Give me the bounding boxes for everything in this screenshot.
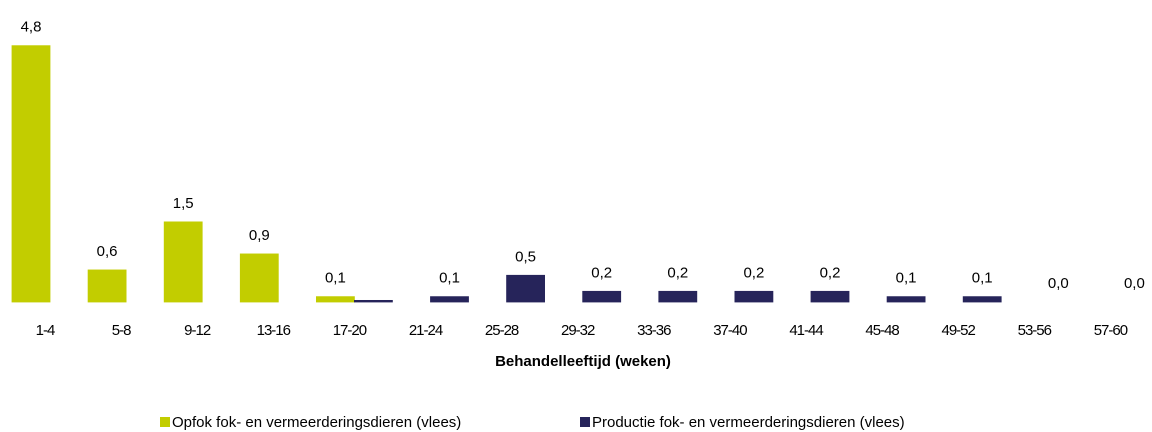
data-label: 0,1	[972, 270, 993, 287]
x-tick-label: 37-40	[713, 322, 747, 339]
data-label: 0,1	[439, 270, 460, 287]
bar	[506, 274, 546, 303]
bar	[430, 296, 469, 303]
x-tick-label: 25-28	[485, 322, 519, 339]
legend-swatch	[160, 417, 170, 427]
bar	[962, 296, 1002, 303]
data-label: 1,5	[173, 195, 194, 212]
data-label: 0,2	[820, 264, 841, 281]
x-tick-label: 21-24	[409, 322, 443, 339]
x-tick-label: 5-8	[112, 322, 131, 339]
x-tick-label: 49-52	[942, 322, 976, 339]
data-label: 0,5	[515, 248, 536, 265]
bar	[582, 290, 622, 303]
data-label: 0,0	[1048, 275, 1069, 292]
bar	[163, 221, 203, 303]
x-tick-label: 33-36	[637, 322, 671, 339]
data-label: 0,1	[325, 270, 346, 287]
data-label: 4,8	[21, 19, 42, 36]
legend-label: Productie fok- en vermeerderingsdieren (…	[592, 414, 905, 431]
x-tick-label: 17-20	[333, 322, 367, 339]
legend-swatch	[580, 417, 590, 427]
data-label: 0,9	[249, 227, 270, 244]
x-axis-title: Behandelleeftijd (weken)	[495, 353, 671, 370]
legend-label: Opfok fok- en vermeerderingsdieren (vlee…	[172, 414, 461, 431]
x-tick-label: 45-48	[865, 322, 899, 339]
data-label: 0,2	[591, 264, 612, 281]
bar	[87, 269, 127, 303]
data-label: 0,6	[97, 243, 118, 260]
data-label: 0,2	[667, 264, 688, 281]
bar	[315, 296, 355, 303]
bar	[886, 296, 926, 303]
x-tick-label: 29-32	[561, 322, 595, 339]
x-tick-label: 1-4	[36, 322, 55, 339]
bar	[734, 290, 774, 303]
data-label: 0,1	[896, 270, 917, 287]
bar	[658, 290, 698, 303]
x-tick-label: 13-16	[257, 322, 291, 339]
data-label: 0,0	[1124, 275, 1145, 292]
data-label: 0,2	[743, 264, 764, 281]
x-tick-label: 9-12	[184, 322, 211, 339]
x-tick-label: 57-60	[1094, 322, 1128, 339]
x-tick-label: 41-44	[789, 322, 823, 339]
x-tick-label: 53-56	[1018, 322, 1052, 339]
bar	[353, 299, 393, 303]
bar	[11, 45, 51, 303]
bar	[810, 290, 850, 303]
bar	[239, 253, 279, 303]
